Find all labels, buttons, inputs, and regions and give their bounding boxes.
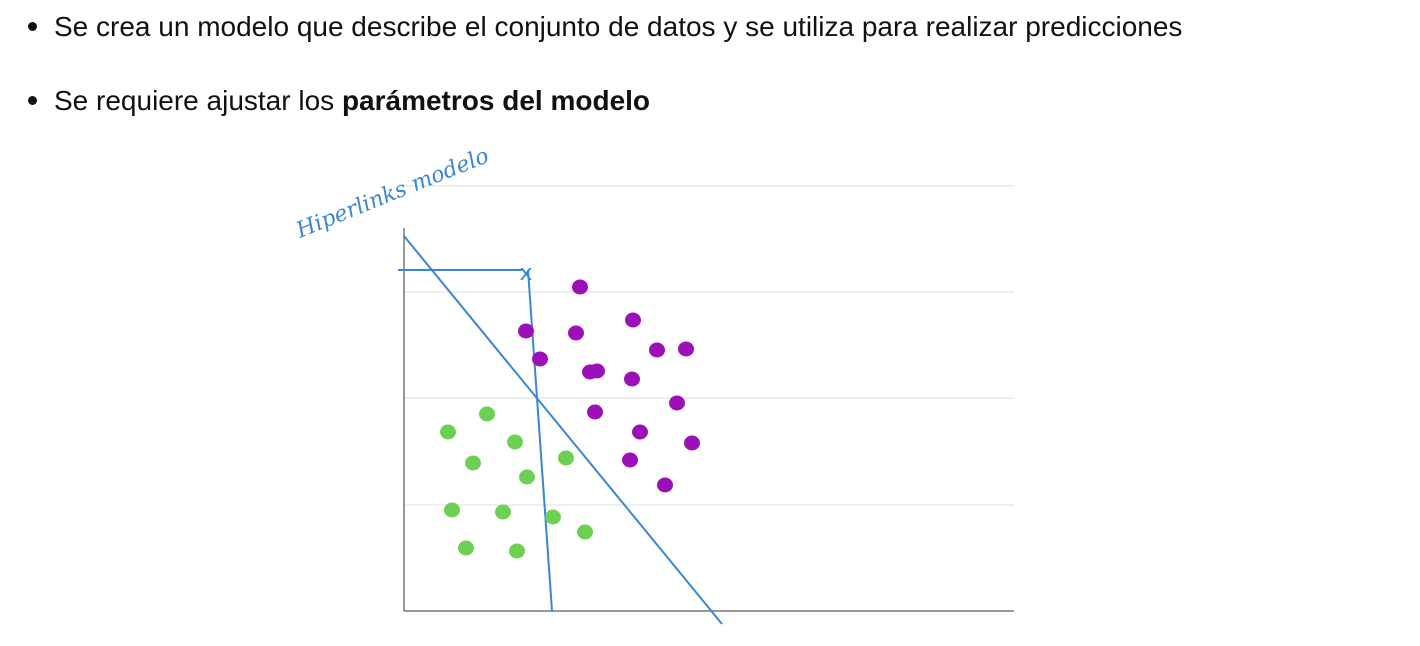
class-a-point	[589, 363, 605, 379]
class-b-point	[495, 504, 511, 520]
class-a-point	[624, 371, 640, 387]
class-b-point	[458, 540, 474, 556]
class-b-point	[440, 424, 456, 440]
class-b-point	[444, 502, 460, 518]
class-b-point	[507, 434, 523, 450]
class-a-points	[518, 279, 700, 493]
class-b-point	[479, 406, 495, 422]
class-a-point	[632, 424, 648, 440]
cross-mark: x	[519, 261, 532, 286]
handwritten-annotation: Hiperlinks modelo	[292, 144, 493, 244]
class-b-point	[545, 509, 561, 525]
class-a-point	[568, 325, 584, 341]
class-a-point	[572, 279, 588, 295]
class-b-point	[465, 455, 481, 471]
class-a-point	[657, 477, 673, 493]
class-b-point	[509, 543, 525, 559]
vertical-decision-line	[527, 269, 553, 612]
class-b-point	[519, 469, 535, 485]
class-a-point	[518, 323, 534, 339]
bullet-dot-icon	[28, 96, 37, 105]
class-a-point	[625, 312, 641, 328]
bullet-text-1: Se crea un modelo que describe el conjun…	[54, 11, 1183, 42]
class-a-point	[684, 435, 700, 451]
bullet-item-1: Se crea un modelo que describe el conjun…	[28, 8, 1182, 46]
handwritten-text: Hiperlinks modelo	[292, 144, 493, 244]
bullet-dot-icon	[28, 22, 37, 31]
diagonal-decision-line	[403, 235, 723, 625]
class-a-point	[532, 351, 548, 367]
class-b-point	[558, 450, 574, 466]
class-a-point	[669, 395, 685, 411]
class-a-point	[622, 452, 638, 468]
bullet-item-2: Se requiere ajustar los parámetros del m…	[28, 82, 650, 120]
class-a-point	[649, 342, 665, 358]
bullet-text-2: Se requiere ajustar los	[54, 85, 342, 116]
class-a-point	[587, 404, 603, 420]
class-a-point	[678, 341, 694, 357]
bullet-text-2-bold: parámetros del modelo	[341, 85, 651, 116]
class-b-point	[577, 524, 593, 540]
class-b-points	[440, 406, 593, 559]
